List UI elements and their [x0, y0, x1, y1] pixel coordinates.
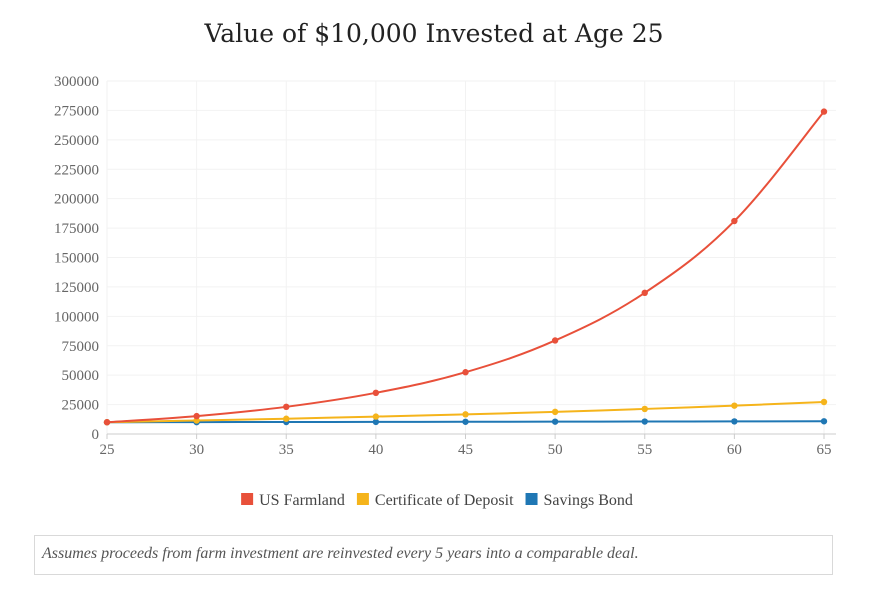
series-line-us-farmland	[106, 110, 825, 424]
y-tick-label: 100000	[54, 309, 99, 325]
x-tick-label: 50	[548, 442, 563, 458]
data-point-certificate-of-deposit[interactable]	[820, 398, 828, 406]
legend-label: Savings Bond	[544, 492, 633, 509]
footnote-text: Assumes proceeds from farm investment ar…	[42, 545, 639, 562]
data-point-us-farmland[interactable]	[820, 108, 828, 115]
y-tick-label: 150000	[54, 251, 99, 267]
y-axis-ticks: 0 25000 50000 75000 100000 125000 150000 175000…	[54, 74, 99, 443]
data-point-us-farmland[interactable]	[193, 412, 200, 420]
legend-swatch[interactable]	[356, 493, 369, 505]
data-point-savings-bond[interactable]	[462, 418, 469, 425]
y-tick-label: 275000	[54, 103, 99, 119]
y-tick-label: 125000	[54, 280, 99, 296]
legend-label: Certificate of Deposit	[375, 492, 514, 509]
x-tick-label: 35	[279, 442, 294, 458]
y-tick-label: 75000	[62, 339, 100, 355]
data-point-us-farmland[interactable]	[731, 217, 738, 225]
x-tick-label: 60	[727, 442, 742, 458]
data-point-certificate-of-deposit[interactable]	[372, 413, 380, 420]
chart-title: Value of $10,000 Invested at Age 25	[203, 19, 663, 48]
y-tick-label: 225000	[54, 162, 99, 178]
x-tick-label: 30	[189, 442, 204, 458]
data-point-certificate-of-deposit[interactable]	[551, 408, 559, 416]
gridlines	[106, 80, 836, 434]
y-tick-label: 50000	[62, 368, 100, 384]
data-point-savings-bond[interactable]	[820, 418, 828, 425]
data-point-us-farmland[interactable]	[462, 369, 469, 376]
data-point-savings-bond[interactable]	[641, 418, 648, 425]
y-tick-label: 0	[92, 427, 100, 443]
data-point-us-farmland[interactable]	[372, 389, 380, 397]
x-tick-label: 40	[368, 442, 383, 458]
data-point-savings-bond[interactable]	[731, 418, 738, 425]
data-point-us-farmland[interactable]	[103, 419, 111, 426]
data-point-certificate-of-deposit[interactable]	[641, 405, 648, 413]
y-tick-label: 250000	[54, 133, 99, 149]
data-point-us-farmland[interactable]	[641, 289, 648, 296]
y-tick-label: 300000	[54, 74, 99, 90]
x-axis-ticks: 25 30 35 40 45 50 55 60 65	[100, 442, 832, 458]
x-axis	[106, 433, 836, 439]
y-tick-label: 175000	[54, 221, 99, 237]
y-tick-label: 25000	[62, 398, 100, 414]
data-point-us-farmland[interactable]	[283, 403, 290, 411]
data-point-certificate-of-deposit[interactable]	[731, 402, 738, 409]
x-tick-label: 65	[817, 442, 832, 458]
data-point-certificate-of-deposit[interactable]	[283, 415, 290, 422]
legend-label: US Farmland	[259, 492, 345, 509]
data-point-certificate-of-deposit[interactable]	[462, 411, 469, 418]
footnote-box: Assumes proceeds from farm investment ar…	[34, 535, 833, 575]
x-tick-label: 45	[458, 442, 473, 458]
data-point-savings-bond[interactable]	[551, 418, 559, 425]
x-tick-label: 55	[637, 442, 652, 458]
data-point-savings-bond[interactable]	[372, 418, 380, 426]
x-tick-label: 25	[100, 442, 115, 458]
series-lines	[103, 108, 828, 426]
y-tick-label: 200000	[54, 192, 99, 208]
legend-swatch[interactable]	[241, 493, 254, 505]
legend-swatch[interactable]	[525, 493, 538, 505]
legend: US Farmland Certificate of Deposit Savings…	[241, 492, 633, 509]
data-point-us-farmland[interactable]	[551, 337, 559, 344]
